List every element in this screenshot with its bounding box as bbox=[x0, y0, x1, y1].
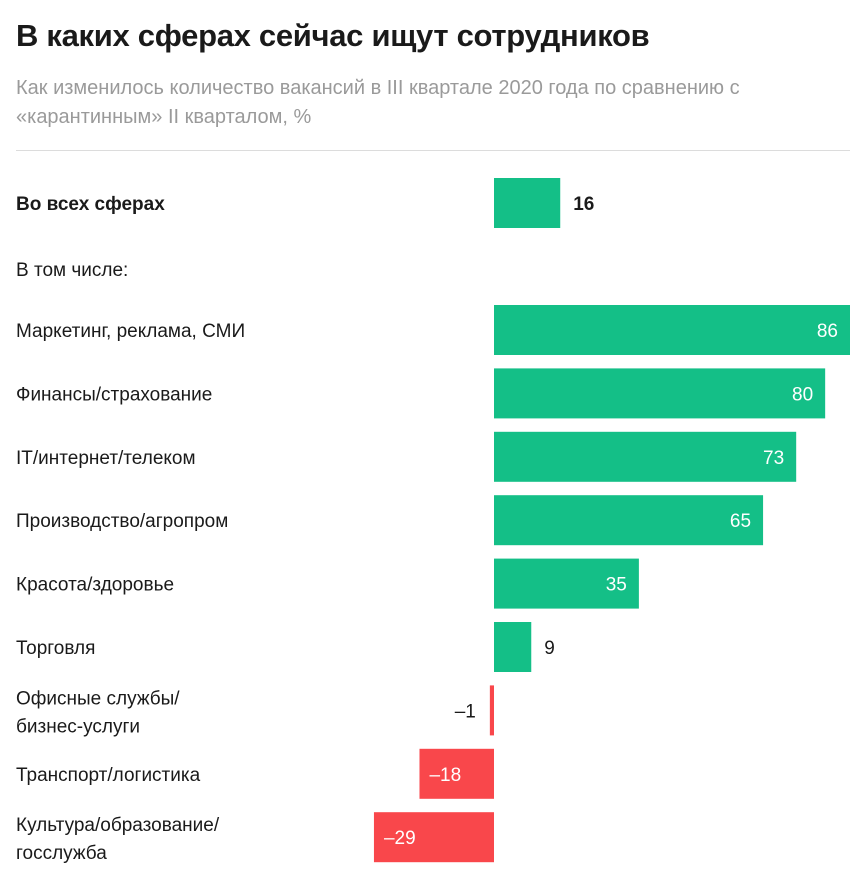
category-label-1: Финансы/страхование bbox=[16, 384, 212, 405]
bar-4 bbox=[494, 558, 639, 609]
value-label-8: –29 bbox=[384, 828, 416, 849]
value-label-2: 73 bbox=[763, 448, 784, 469]
category-label-5: Торговля bbox=[16, 638, 95, 659]
divider bbox=[16, 150, 850, 151]
bar-8 bbox=[373, 812, 494, 863]
category-label-2: IT/интернет/телеком bbox=[16, 448, 196, 469]
bar-1 bbox=[494, 368, 826, 419]
category-label-4: Красота/здоровье bbox=[16, 575, 174, 596]
bar-5 bbox=[494, 622, 532, 672]
value-label-1: 80 bbox=[792, 384, 813, 405]
bar-0 bbox=[494, 305, 850, 355]
value-label-4: 35 bbox=[606, 575, 627, 596]
category-label-6-line2: бизнес-услуги bbox=[16, 716, 140, 737]
category-label-8-line2: госслужба bbox=[16, 843, 107, 864]
category-label-8-line1: Культура/образование/ bbox=[16, 815, 220, 836]
bar-6 bbox=[489, 685, 494, 736]
bar-3 bbox=[494, 495, 764, 546]
bar-7 bbox=[419, 748, 494, 799]
value-label-0: 86 bbox=[817, 321, 838, 342]
category-label-6-line1: Офисные службы/ bbox=[16, 688, 180, 709]
category-label-3: Производство/агропром bbox=[16, 511, 228, 532]
bar-total bbox=[494, 178, 561, 228]
chart-subtitle: Как изменилось количество вакансий в III… bbox=[16, 77, 740, 128]
category-label-total: Во всех сферах bbox=[16, 194, 165, 215]
category-label-0: Маркетинг, реклама, СМИ bbox=[16, 321, 245, 342]
value-label-5: 9 bbox=[544, 638, 555, 659]
chart-title: В каких сферах сейчас ищут сотрудников bbox=[16, 18, 650, 53]
category-label-7: Транспорт/логистика bbox=[16, 765, 201, 786]
value-label-total: 16 bbox=[573, 194, 594, 215]
bar-2 bbox=[494, 431, 797, 482]
value-label-6: –1 bbox=[455, 701, 476, 722]
value-label-7: –18 bbox=[429, 765, 461, 786]
value-label-3: 65 bbox=[730, 511, 751, 532]
group-label: В том числе: bbox=[16, 260, 128, 281]
